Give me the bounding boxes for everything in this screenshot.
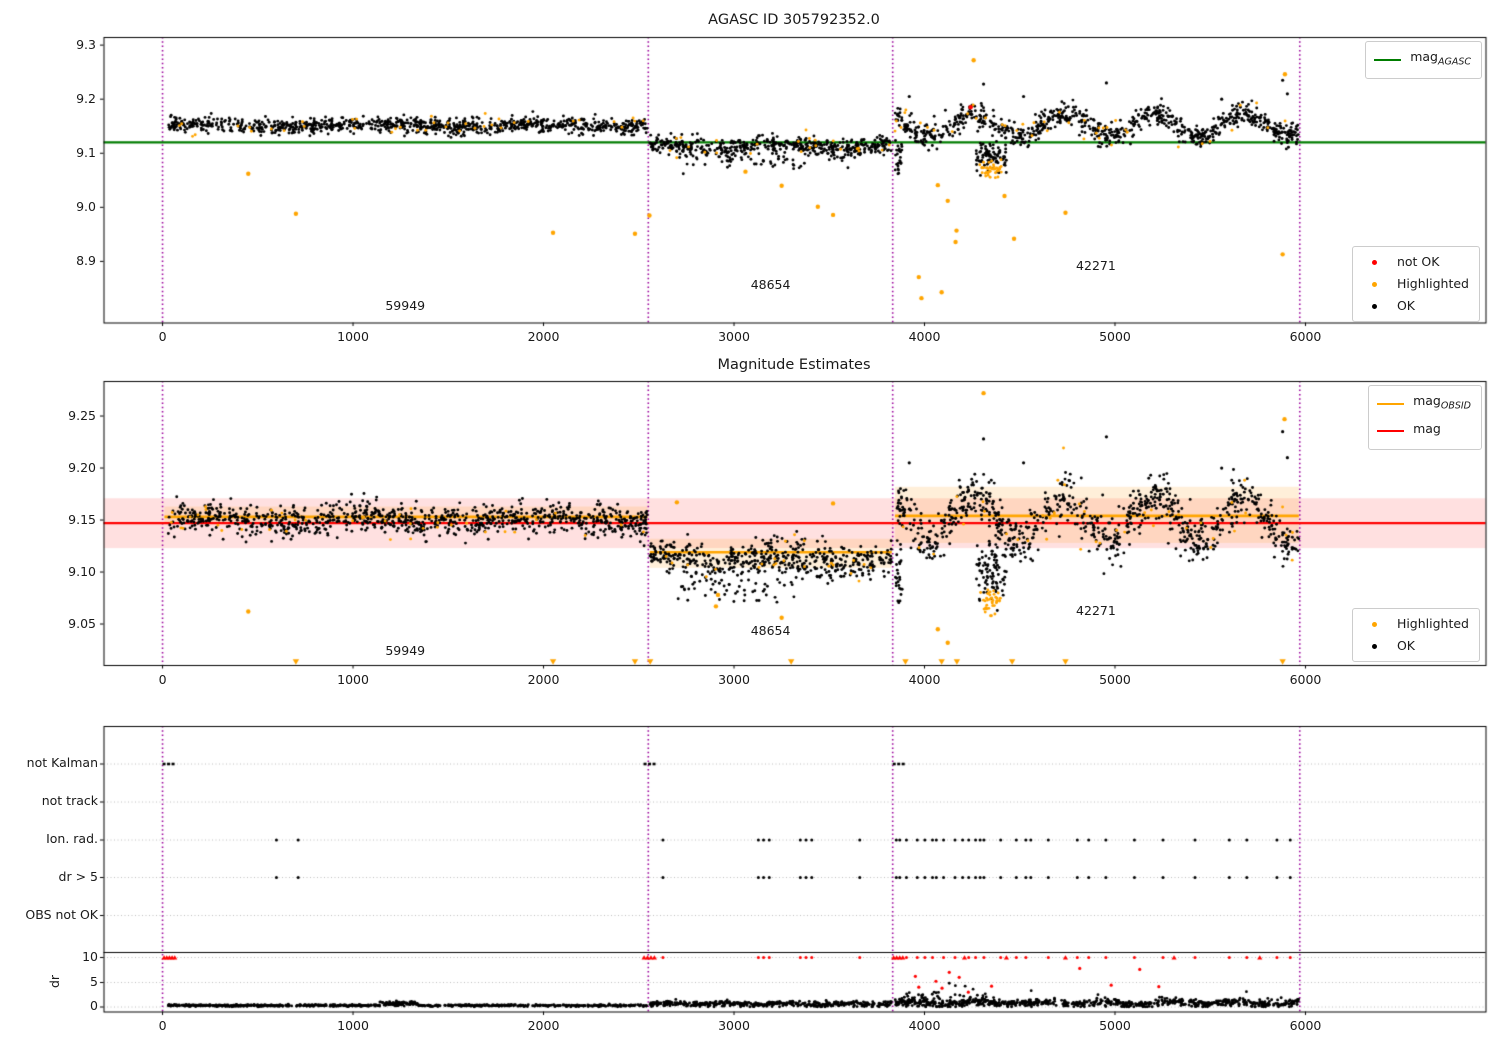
y-tick-label: 9.3: [76, 36, 96, 52]
row-label-not-kalman: not Kalman: [26, 755, 98, 770]
y-tick-label: 9.05: [68, 615, 96, 631]
y-tick-label: 9.20: [68, 459, 96, 475]
dr-tick-5: 5: [90, 973, 98, 989]
legend-mag-agasc: magAGASC: [1365, 41, 1482, 79]
x-tick-label: 5000: [1099, 671, 1131, 687]
legend-label-sub: AGASC: [1437, 56, 1471, 68]
x-tick-label: 0: [158, 1018, 167, 1033]
dr-tick-10: 10: [82, 948, 98, 964]
black-dot-swatch: [1371, 643, 1377, 649]
x-tick-label: 6000: [1289, 1018, 1322, 1033]
y-tick-label: 9.25: [68, 407, 96, 423]
legend-item: OK: [1361, 295, 1469, 317]
row-label-ion-rad: Ion. rad.: [46, 831, 98, 846]
green-line-swatch: [1374, 58, 1402, 61]
plot1-title: AGASC ID 305792352.0: [708, 12, 880, 28]
legend-item: Highlighted: [1361, 613, 1469, 635]
x-tick-label: 0: [158, 671, 167, 687]
row-label-obs-not-ok: OBS not OK: [25, 906, 98, 922]
x-tick-label: 2000: [527, 671, 560, 687]
x-tick-label: 4000: [908, 329, 941, 344]
x-tick-label: 1000: [337, 329, 369, 344]
y-tick-label: 9.1: [76, 144, 96, 160]
legend-point-status-2: Highlighted OK: [1351, 608, 1480, 662]
x-tick-label: 2000: [527, 1018, 560, 1033]
x-tick-label: 5000: [1099, 1018, 1131, 1033]
x-tick-label: 3000: [718, 329, 750, 344]
y-tick-label: 9.0: [76, 198, 96, 214]
x-tick-label: 5000: [1099, 329, 1131, 344]
x-tick-label: 3000: [718, 671, 750, 687]
dr-tick-0: 0: [90, 998, 98, 1013]
legend-label: mag: [1413, 420, 1441, 436]
legend-label: OK: [1396, 638, 1415, 653]
plot2-title: Magnitude Estimates: [717, 357, 871, 373]
obsid-label-59949-mid: 59949: [385, 643, 426, 658]
y-tick-label: 9.15: [68, 511, 96, 527]
legend-label: not OK: [1396, 254, 1440, 269]
orange-line-swatch: [1377, 402, 1405, 405]
x-tick-label: 1000: [337, 1018, 369, 1033]
legend-item: mag: [1377, 418, 1471, 446]
x-tick-label: 4000: [908, 1018, 941, 1033]
x-tick-label: 6000: [1289, 329, 1322, 344]
obsid-label-42271-top: 42271: [1076, 258, 1116, 273]
legend-item: magAGASC: [1374, 46, 1471, 74]
row-label-not-track: not track: [41, 793, 98, 808]
legend-label: mag: [1413, 393, 1441, 408]
legend-item: magOBSID: [1377, 390, 1471, 418]
legend-label: Highlighted: [1396, 616, 1469, 631]
dr-axis-label: dr: [47, 974, 63, 989]
legend-item: Highlighted: [1361, 273, 1469, 295]
legend-label: Highlighted: [1396, 276, 1469, 291]
red-dot-swatch: [1371, 259, 1377, 265]
y-tick-label: 8.9: [76, 252, 96, 268]
obsid-label-42271-mid: 42271: [1076, 603, 1116, 618]
row-label-dr-gt-5: dr > 5: [58, 868, 98, 884]
legend-label: mag: [1410, 49, 1438, 64]
red-line-swatch: [1377, 430, 1405, 433]
orange-dot-swatch: [1371, 621, 1377, 627]
x-tick-label: 1000: [337, 671, 369, 687]
y-tick-label: 9.2: [76, 90, 96, 106]
x-tick-label: 3000: [718, 1018, 750, 1033]
obsid-label-48654-top: 48654: [750, 277, 791, 292]
x-tick-label: 2000: [527, 329, 560, 344]
obsid-label-59949-top: 59949: [385, 298, 426, 313]
y-tick-label: 9.10: [68, 563, 96, 579]
black-dot-swatch: [1371, 303, 1377, 309]
x-tick-label: 4000: [908, 671, 941, 687]
legend-item: not OK: [1361, 251, 1469, 273]
legend-mag-obsid: magOBSID mag: [1368, 385, 1482, 450]
legend-label-sub: OBSID: [1440, 400, 1471, 412]
x-tick-label: 6000: [1289, 671, 1322, 687]
legend-label: OK: [1396, 298, 1415, 313]
orange-dot-swatch: [1371, 281, 1377, 287]
legend-point-status: not OK Highlighted OK: [1351, 246, 1480, 322]
obsid-label-48654-mid: 48654: [750, 623, 791, 638]
x-tick-label: 0: [158, 329, 167, 344]
legend-item: OK: [1361, 635, 1469, 657]
